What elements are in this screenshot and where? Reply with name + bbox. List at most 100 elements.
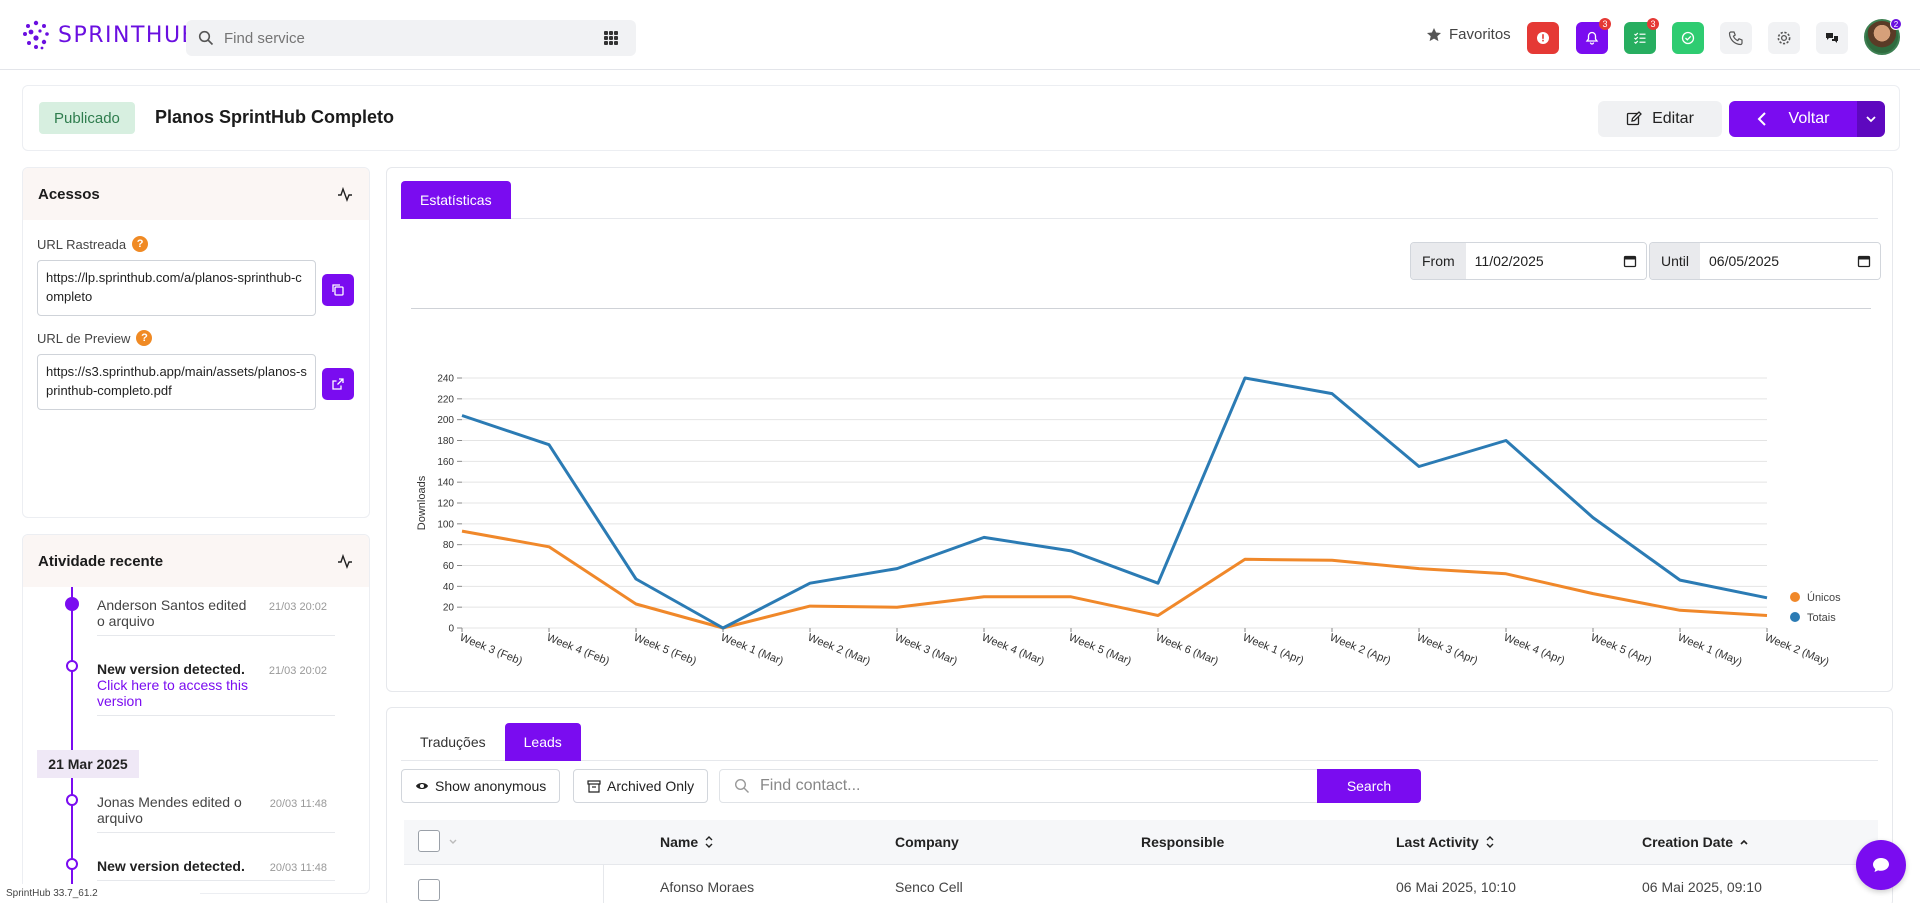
help-icon[interactable]: ? [132,236,149,252]
archived-only-button[interactable]: Archived Only [573,769,709,803]
avatar-status-badge: 2 [1890,18,1902,30]
x-tick-label: Week 5 (Feb) [632,632,698,668]
tasks-button[interactable]: 3 [1624,18,1659,54]
tab-leads[interactable]: Leads [504,723,581,761]
service-search-input[interactable] [224,29,584,47]
column-name[interactable]: Name [660,834,714,850]
until-date-input[interactable]: 06/05/2025 [1700,243,1881,279]
y-tick-label: 100 [437,519,454,530]
show-anonymous-button[interactable]: Show anonymous [401,769,561,803]
select-all-checkbox[interactable] [418,830,440,852]
tasks-badge: 3 [1647,18,1659,30]
activity-pulse-icon[interactable] [337,553,353,569]
column-creation-date[interactable]: Creation Date [1642,834,1749,850]
until-label: Until [1650,243,1701,279]
chat-bubbles-icon [1826,33,1838,43]
cell-name[interactable]: Afonso Moraes [660,879,755,895]
series-line [461,376,1768,630]
calendar-icon[interactable] [1857,254,1871,268]
calendar-icon[interactable] [1623,254,1637,268]
tracked-url-field[interactable]: https://lp.sprinthub.com/a/planos-sprint… [37,260,316,316]
approvals-button[interactable] [1672,22,1704,54]
series-line [461,529,1768,630]
search-button[interactable]: Search [1317,769,1421,803]
tab-statistics[interactable]: Estatísticas [401,181,511,219]
copy-url-button[interactable] [322,274,354,306]
from-date-group: From 11/02/2025 [1410,242,1647,280]
chevron-down-icon[interactable] [446,834,460,848]
y-tick-label: 80 [443,540,455,551]
favorites-button[interactable]: Favoritos [1426,26,1511,43]
activity-time: 20/03 11:48 [269,798,327,810]
chat-icon [1873,858,1889,872]
activity-item: New version detected. 20/03 11:48 [97,858,335,881]
timeline-dot [66,858,78,870]
cell-company: Senco Cell [895,879,963,895]
row-checkbox[interactable] [418,879,440,901]
until-date-group: Until 06/05/2025 [1649,242,1882,280]
preview-url-label-text: URL de Preview [37,330,131,346]
alert-icon [1537,32,1549,44]
timeline-date-separator: 21 Mar 2025 [37,750,139,778]
activity-time: 20/03 11:48 [269,862,327,874]
search-icon [198,30,214,46]
access-panel: Acessos URL Rastreada ? https://lp.sprin… [22,167,370,518]
back-button[interactable]: Voltar [1729,101,1857,137]
tab-translations[interactable]: Traduções [420,734,486,750]
settings-button[interactable] [1768,22,1800,54]
back-options-button[interactable] [1857,101,1885,137]
activity-time: 21/03 20:02 [268,601,327,613]
edit-icon [1626,111,1643,126]
contact-search-field[interactable]: Find contact... [719,769,1319,803]
archived-only-label: Archived Only [607,778,695,794]
phone-icon [1728,31,1743,46]
x-tick-label: Week 2 (Apr) [1328,632,1392,667]
phone-button[interactable] [1720,22,1752,54]
legend-marker [1790,592,1800,602]
from-date-input[interactable]: 11/02/2025 [1465,243,1646,279]
alert-button[interactable] [1527,22,1559,54]
chat-button[interactable] [1816,22,1848,54]
notifications-button[interactable]: 3 [1576,18,1611,54]
back-label: Voltar [1788,110,1830,127]
y-tick-label: 240 [437,374,454,385]
page-title: Planos SprintHub Completo [155,107,395,127]
y-tick-label: 0 [448,624,454,635]
column-responsible[interactable]: Responsible [1141,834,1224,850]
cell-last-activity: 06 Mai 2025, 10:10 [1396,879,1516,895]
column-name-label: Name [660,834,699,850]
activity-item: Jonas Mendes edited o arquivo 20/03 11:4… [97,794,335,833]
logo[interactable]: SPRINTHUB [20,18,198,52]
activity-panel-header: Atividade recente [23,535,369,587]
from-label: From [1411,243,1466,279]
chevron-down-icon [1866,116,1876,123]
x-tick-label: Week 1 (May) [1676,632,1744,669]
edit-button[interactable]: Editar [1598,101,1722,137]
activity-bold-text: New version detected. [97,661,245,677]
leads-table-header: Name Company Responsible Last Activity C… [404,820,1878,864]
open-preview-button[interactable] [322,368,354,400]
version-link[interactable]: Click here to access this version [97,677,248,709]
activity-pulse-icon[interactable] [337,186,353,202]
preview-url-field[interactable]: https://s3.sprinthub.app/main/assets/pla… [37,354,316,410]
chevron-left-icon [1757,112,1766,126]
access-panel-title: Acessos [38,185,100,203]
edit-label: Editar [1652,110,1694,127]
apps-grid-icon[interactable] [604,31,618,45]
service-search[interactable] [186,20,636,56]
user-avatar[interactable]: 2 [1864,18,1902,55]
column-company[interactable]: Company [895,834,959,850]
eye-icon [416,783,428,789]
column-last-activity[interactable]: Last Activity [1396,834,1495,850]
favorites-label: Favoritos [1449,26,1511,43]
activity-text: Anderson Santos edited o arquivo [97,597,247,629]
stats-tabs: Estatísticas [401,181,1878,219]
show-anonymous-label: Show anonymous [435,778,547,794]
help-icon[interactable]: ? [136,330,153,346]
support-chat-button[interactable] [1856,840,1906,890]
table-row[interactable]: Afonso Moraes Senco Cell 06 Mai 2025, 10… [404,864,1878,903]
page-header: Publicado Planos SprintHub Completo Edit… [22,85,1900,151]
activity-item: New version detected. Click here to acce… [97,661,335,716]
archive-icon [587,779,601,793]
tracked-url-label: URL Rastreada ? [37,236,369,252]
